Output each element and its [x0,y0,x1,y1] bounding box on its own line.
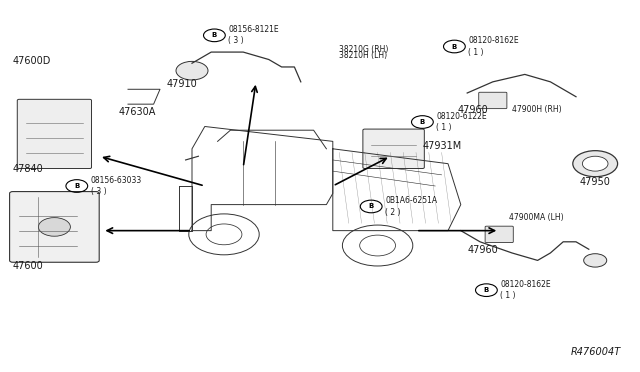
Text: 08120-6122E
( 1 ): 08120-6122E ( 1 ) [436,112,487,132]
Text: 47600: 47600 [13,261,44,271]
Text: 47910: 47910 [166,79,197,89]
Text: B: B [420,119,425,125]
Circle shape [584,254,607,267]
Text: 08156-63033
( 3 ): 08156-63033 ( 3 ) [91,176,142,196]
Text: 47840: 47840 [13,164,44,174]
Text: 38210G (RH): 38210G (RH) [339,45,388,54]
Text: 38210H (LH): 38210H (LH) [339,51,387,60]
Text: B: B [212,32,217,38]
FancyBboxPatch shape [363,129,424,169]
Circle shape [582,156,608,171]
Text: R476004T: R476004T [570,347,621,357]
Text: B: B [452,44,457,49]
Text: 47960: 47960 [458,106,488,115]
Text: 08120-8162E
( 1 ): 08120-8162E ( 1 ) [468,36,519,57]
FancyBboxPatch shape [485,226,513,243]
Text: B: B [369,203,374,209]
Text: 08156-8121E
( 3 ): 08156-8121E ( 3 ) [228,25,279,45]
Text: 47900H (RH): 47900H (RH) [512,105,562,114]
Text: 47630A: 47630A [118,108,156,117]
Text: 08120-8162E
( 1 ): 08120-8162E ( 1 ) [500,280,551,300]
Text: 47950: 47950 [579,177,610,187]
FancyBboxPatch shape [479,92,507,109]
Circle shape [573,151,618,177]
Text: 47931M: 47931M [422,141,461,151]
Text: 47960: 47960 [467,245,498,255]
FancyBboxPatch shape [10,192,99,262]
Text: 47600D: 47600D [13,57,51,66]
Text: B: B [484,287,489,293]
Text: B: B [74,183,79,189]
FancyBboxPatch shape [17,99,92,169]
Circle shape [176,61,208,80]
Text: 47900MA (LH): 47900MA (LH) [509,213,563,222]
Circle shape [38,218,70,236]
Text: 0B1A6-6251A
( 2 ): 0B1A6-6251A ( 2 ) [385,196,437,217]
